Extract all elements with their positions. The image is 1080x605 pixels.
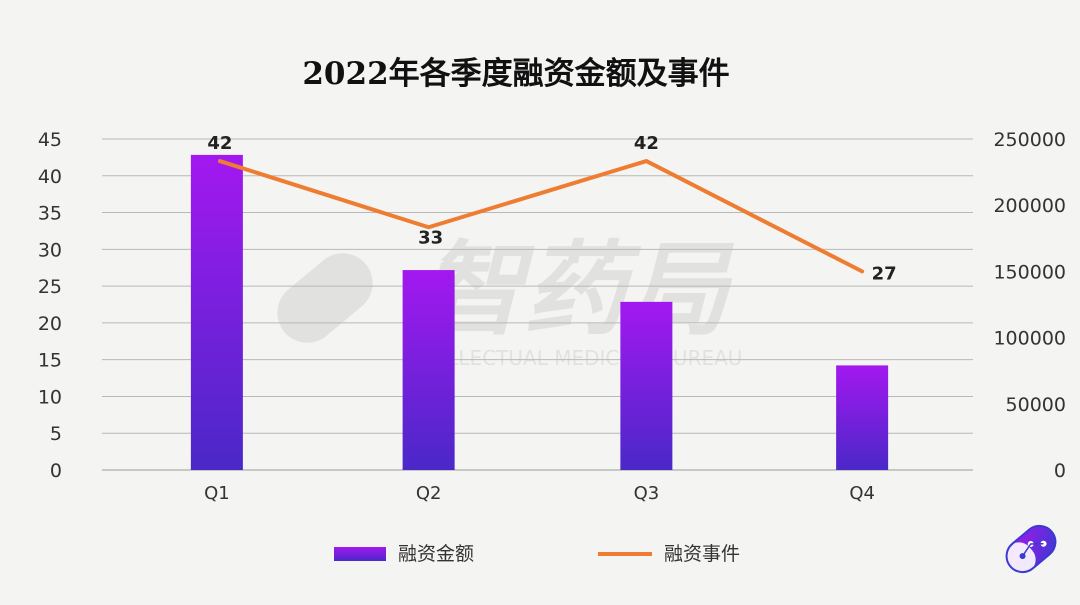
capsule-logo-icon bbox=[1005, 524, 1057, 574]
legend-bar-label: 融资金额 bbox=[398, 543, 474, 565]
watermark: 智药局 INTELLECTUAL MEDICINE BUREAU bbox=[277, 231, 743, 370]
x-tick-label: Q3 bbox=[634, 483, 660, 504]
chart-title: 2022年各季度融资金额及事件 bbox=[302, 56, 729, 92]
left-tick-label: 30 bbox=[38, 239, 62, 261]
left-tick-label: 15 bbox=[38, 350, 62, 372]
legend-bar-swatch bbox=[334, 547, 386, 561]
watermark-brand: 智药局 bbox=[422, 231, 735, 350]
data-label: 42 bbox=[634, 133, 659, 154]
right-tick-label: 50000 bbox=[1006, 394, 1066, 416]
watermark-subtitle: INTELLECTUAL MEDICINE BUREAU bbox=[402, 346, 743, 370]
gridlines bbox=[102, 138, 973, 471]
right-tick-label: 0 bbox=[1054, 460, 1066, 482]
right-y-axis: 0 50000 100000 150000 200000 250000 bbox=[993, 129, 1066, 482]
data-labels: 42 33 42 27 bbox=[207, 133, 896, 284]
x-tick-label: Q2 bbox=[416, 483, 442, 504]
legend-line-label: 融资事件 bbox=[664, 543, 740, 565]
left-tick-label: 20 bbox=[38, 313, 62, 335]
x-axis: Q1 Q2 Q3 Q4 bbox=[204, 483, 875, 504]
legend: 融资金额 融资事件 bbox=[334, 543, 740, 565]
left-tick-label: 0 bbox=[50, 460, 62, 482]
data-label: 33 bbox=[418, 227, 443, 248]
right-tick-label: 200000 bbox=[993, 195, 1066, 217]
left-tick-label: 10 bbox=[38, 386, 62, 408]
bar bbox=[620, 301, 673, 470]
data-label: 42 bbox=[207, 133, 232, 154]
watermark-capsule-icon bbox=[277, 253, 373, 343]
right-tick-label: 250000 bbox=[993, 129, 1066, 151]
left-tick-label: 25 bbox=[38, 276, 62, 298]
bar bbox=[190, 154, 243, 470]
right-tick-label: 150000 bbox=[993, 261, 1066, 283]
data-label: 27 bbox=[872, 263, 897, 284]
x-tick-label: Q4 bbox=[849, 483, 875, 504]
line-path bbox=[217, 159, 865, 274]
left-y-axis: 0 5 10 15 20 25 30 35 40 45 bbox=[38, 129, 62, 482]
left-tick-label: 35 bbox=[38, 203, 62, 225]
bar bbox=[836, 365, 889, 470]
bar-series bbox=[190, 154, 889, 470]
left-tick-label: 45 bbox=[38, 129, 62, 151]
right-tick-label: 100000 bbox=[993, 328, 1066, 350]
left-tick-label: 5 bbox=[50, 423, 62, 445]
left-tick-label: 40 bbox=[38, 166, 62, 188]
x-tick-label: Q1 bbox=[204, 483, 230, 504]
bar bbox=[402, 270, 455, 470]
line-series bbox=[217, 159, 865, 274]
